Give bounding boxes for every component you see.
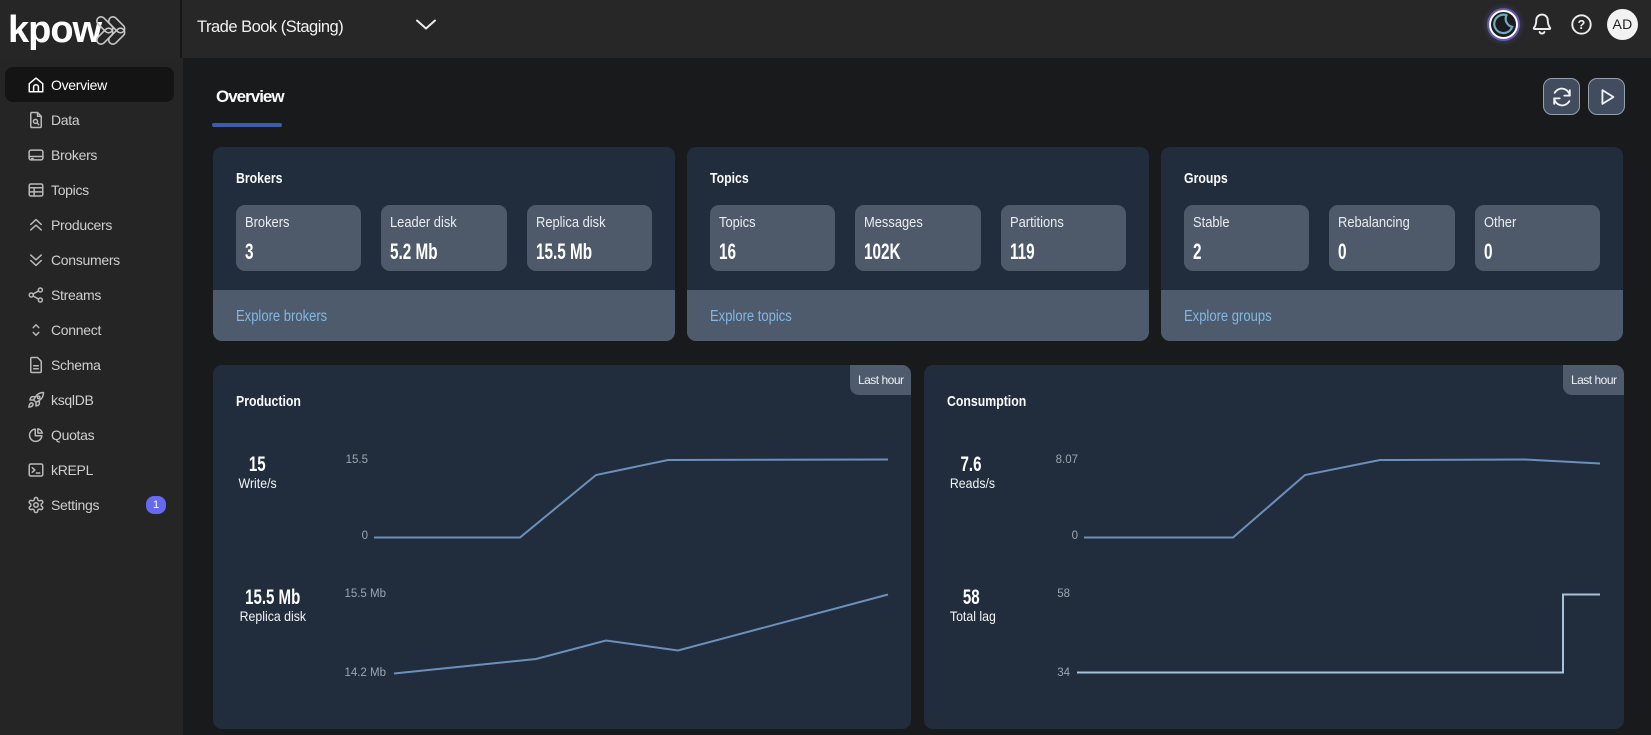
svg-text:?: ? — [1578, 18, 1586, 32]
